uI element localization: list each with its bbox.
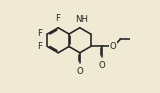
Text: F: F: [37, 29, 42, 38]
Text: F: F: [37, 43, 42, 52]
Text: O: O: [76, 67, 83, 76]
Text: NH: NH: [75, 15, 88, 24]
Text: O: O: [110, 42, 116, 51]
Text: O: O: [99, 61, 105, 70]
Text: F: F: [55, 14, 60, 23]
